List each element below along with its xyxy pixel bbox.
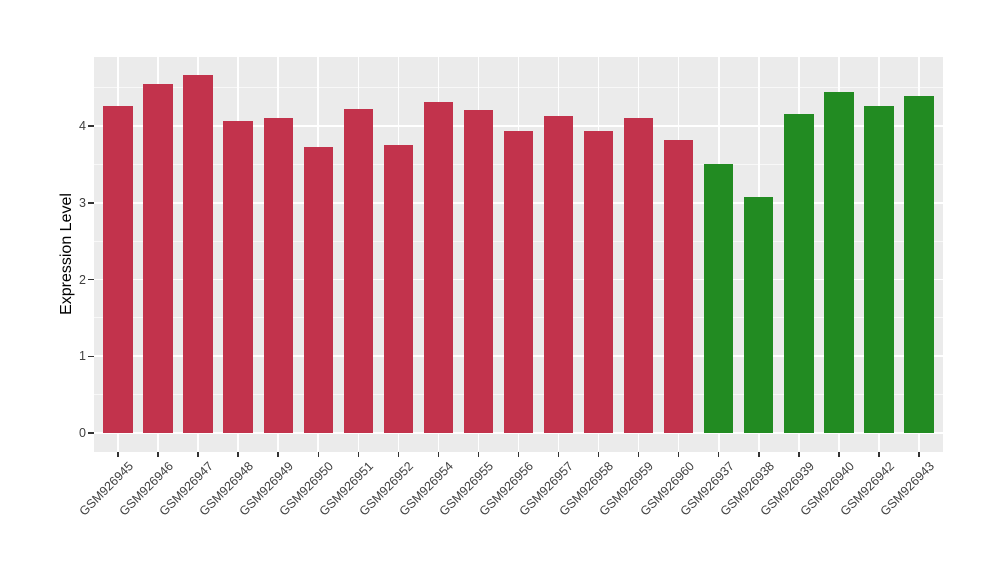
x-axis-tick — [117, 452, 119, 457]
bar-GSM926960 — [663, 139, 694, 433]
bar-GSM926946 — [143, 83, 173, 433]
x-axis-tick — [677, 452, 680, 457]
y-axis-tick — [88, 355, 94, 357]
bar-GSM926950 — [303, 146, 333, 433]
x-axis-tick — [277, 452, 279, 457]
x-axis-tick — [397, 452, 400, 457]
x-axis-tick — [597, 452, 600, 457]
y-tick-label: 1 — [79, 349, 86, 364]
bar-GSM926940 — [824, 92, 854, 433]
y-axis-tick — [88, 202, 94, 204]
bar-GSM926955 — [463, 109, 494, 433]
y-axis-tick — [88, 278, 94, 281]
y-tick-label: 4 — [79, 119, 86, 133]
y-axis-title: Expression Level — [58, 193, 75, 315]
plot-panel — [94, 57, 943, 452]
y-axis-tick — [88, 432, 94, 434]
y-tick-label: 0 — [79, 426, 86, 440]
bar-GSM926954 — [423, 102, 454, 433]
bar-GSM926938 — [744, 196, 774, 433]
y-tick-label: 2 — [79, 272, 86, 287]
bar-GSM926949 — [263, 118, 293, 433]
bar-GSM926942 — [864, 106, 894, 433]
y-axis-tick — [88, 125, 94, 127]
bar-GSM926959 — [623, 118, 654, 433]
x-axis-tick — [517, 452, 520, 457]
bar-GSM926945 — [103, 106, 133, 433]
x-axis-tick — [878, 452, 880, 457]
x-axis-tick — [557, 452, 560, 457]
x-axis-tick — [717, 452, 720, 457]
bar-GSM926943 — [904, 96, 934, 433]
x-axis-tick — [838, 452, 840, 457]
x-axis-tick — [918, 452, 920, 457]
x-axis-tick — [317, 452, 319, 457]
bar-GSM926947 — [183, 74, 213, 433]
x-axis-tick — [157, 452, 159, 457]
x-axis-tick — [637, 452, 640, 457]
bar-GSM926939 — [784, 113, 814, 433]
x-axis-tick — [437, 452, 440, 457]
bar-GSM926957 — [543, 116, 574, 433]
x-axis-tick — [357, 452, 360, 457]
x-axis-tick — [758, 452, 760, 457]
bar-GSM926952 — [383, 145, 414, 433]
bar-GSM926937 — [704, 163, 734, 433]
bar-GSM926956 — [503, 130, 534, 433]
y-tick-label: 3 — [79, 195, 86, 210]
bar-GSM926948 — [223, 121, 253, 433]
x-axis-tick — [798, 452, 800, 457]
x-axis-tick — [477, 452, 480, 457]
bar-GSM926951 — [343, 109, 373, 433]
x-axis-tick — [197, 452, 199, 457]
x-axis-tick — [237, 452, 239, 457]
bar-GSM926958 — [583, 130, 614, 433]
